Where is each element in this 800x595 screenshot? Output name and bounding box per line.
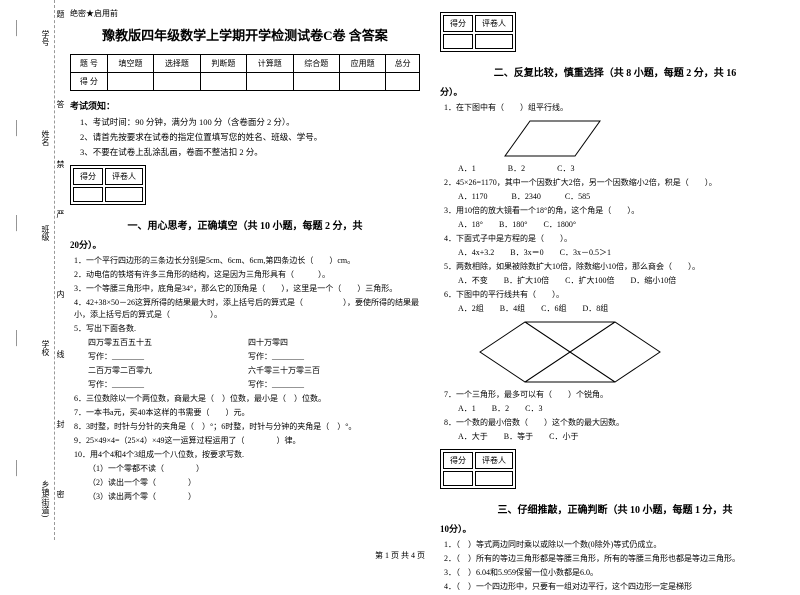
field-id[interactable]: ____ — [15, 20, 24, 36]
label-class: 班级 — [40, 225, 51, 241]
th-total: 总分 — [386, 55, 420, 73]
seal-char-6: 线 — [55, 350, 66, 358]
grader-label: 评卷人 — [105, 168, 143, 185]
page-footer: 第 1 页 共 4 页 — [0, 550, 800, 561]
seal-char-1: 题 — [55, 10, 66, 18]
q2-6-opts: A．2组 B．4组 C．6组 D．8组 — [458, 303, 790, 315]
q1-5: 5．写出下面各数. — [74, 323, 420, 335]
q1-5c: 二百万零二百零九 — [88, 365, 248, 377]
grader-box-2: 得分 评卷人 — [440, 12, 516, 52]
th-judge: 判断题 — [200, 55, 246, 73]
section2-title2: 分）。 — [440, 85, 790, 98]
q1-4: 4．42+38×50－26这算所得的结果最大时，添上括号后的算式是（ ），要使所… — [74, 297, 420, 321]
score-label: 得分 — [73, 168, 103, 185]
grader-box-1: 得分 评卷人 — [70, 165, 146, 205]
seal-char-7: 封 — [55, 420, 66, 428]
q2-4: 4．下面式子中是方程的是（ ）。 — [444, 233, 790, 245]
section1-title2: 20分）。 — [70, 238, 420, 251]
section2-title: 二、反复比较，慎重选择（共 8 小题，每题 2 分，共 16 — [440, 64, 790, 79]
label-town: 乡镇(街道) — [40, 480, 51, 517]
secret-label: 绝密★启用前 — [70, 8, 420, 19]
section3-title: 三、仔细推敲，正确判断（共 10 小题，每题 1 分，共 — [440, 501, 790, 516]
q1-10: 10．用4个4和4个3组成一个八位数，按要求写数. — [74, 449, 420, 461]
q2-5: 5．两数相除，如果被除数扩大10倍，除数缩小10倍，那么商会（ ）。 — [444, 261, 790, 273]
q2-7-opts: A．1 B．2 C．3 — [458, 403, 790, 415]
th-fill: 填空题 — [107, 55, 153, 73]
notice-2: 2、请首先按要求在试卷的指定位置填写您的姓名、班级、学号。 — [80, 131, 420, 143]
field-school[interactable]: ____ — [15, 330, 24, 346]
q2-5-opts: A．不变 B．扩大10倍 C．扩大100倍 D．缩小10倍 — [458, 275, 790, 287]
th-calc: 计算题 — [247, 55, 293, 73]
q1-8: 8．3时整，时针与分针的夹角是（ ）°；6时整，时针与分钟的夹角是（ ）°。 — [74, 421, 420, 433]
q1-5dw: 写作：________ — [248, 379, 304, 391]
q1-9: 9．25×49×4=（25×4）×49这一运算过程运用了（ ）律。 — [74, 435, 420, 447]
label-school: 学校 — [40, 340, 51, 356]
binding-sidebar: 学号 ____ 姓名 ____ 班级 ____ 学校 ____ 乡镇(街道) _… — [0, 0, 55, 540]
q2-2-opts: A．1170 B．2340 C．585 — [458, 191, 790, 203]
q3-4: 4．（ ）一个四边形中，只要有一组对边平行，这个四边形一定是梯形 — [444, 581, 790, 593]
q1-1: 1．一个平行四边形的三条边长分别是5cm、6cm、6cm,第四条边长（ ）cm。 — [74, 255, 420, 267]
seal-char-3: 禁 — [55, 160, 66, 168]
parallelogram-figure — [500, 116, 610, 161]
label-name: 姓名 — [40, 130, 51, 146]
field-class[interactable]: ____ — [15, 215, 24, 231]
seal-char-8: 密 — [55, 490, 66, 498]
q3-3: 3．（ ）6.04和5.959保留一位小数都是6.0。 — [444, 567, 790, 579]
section3-title2: 10分）。 — [440, 522, 790, 535]
right-column: 得分 评卷人 二、反复比较，慎重选择（共 8 小题，每题 2 分，共 16 分）… — [440, 8, 790, 595]
q1-5a: 四万零五百五十五 — [88, 337, 248, 349]
th-num: 题 号 — [71, 55, 108, 73]
q2-3: 3．用10倍的放大镜看一个18°的角，这个角是（ ）。 — [444, 205, 790, 217]
q2-1: 1．在下图中有（ ）组平行线。 — [444, 102, 790, 114]
field-town[interactable]: ____ — [15, 460, 24, 476]
q2-8-opts: A．大于 B．等于 C．小于 — [458, 431, 790, 443]
exam-title: 豫教版四年级数学上学期开学检测试卷C卷 含答案 — [70, 25, 420, 44]
q2-4-opts: A．4x+3.2 B．3x＝0 C．3x－0.5＞1 — [458, 247, 790, 259]
q1-5cw: 写作：________ — [88, 379, 248, 391]
seal-char-5: 内 — [55, 290, 66, 298]
q2-8: 8．一个数的最小倍数（ ）这个数的最大因数。 — [444, 417, 790, 429]
notice-3: 3、不要在试卷上乱涂乱画，卷面不整洁扣 2 分。 — [80, 146, 420, 158]
q1-5bw: 写作：________ — [248, 351, 304, 363]
q2-7: 7．一个三角形，最多可以有（ ）个锐角。 — [444, 389, 790, 401]
q1-10-3: （3）读出两个零（ ） — [88, 491, 420, 503]
q2-3-opts: A．18° B．180° C．1800° — [458, 219, 790, 231]
table-row: 题 号 填空题 选择题 判断题 计算题 综合题 应用题 总分 — [71, 55, 420, 73]
q1-5b: 四十万零四 — [248, 337, 288, 349]
field-name[interactable]: ____ — [15, 120, 24, 136]
th-comp: 综合题 — [293, 55, 339, 73]
diamond-grid-figure — [470, 317, 670, 387]
table-row: 得 分 — [71, 73, 420, 91]
q2-6: 6．下图中的平行线共有（ ）。 — [444, 289, 790, 301]
label-id: 学号 — [40, 30, 51, 46]
score-summary-table: 题 号 填空题 选择题 判断题 计算题 综合题 应用题 总分 得 分 — [70, 54, 420, 91]
row-label: 得 分 — [71, 73, 108, 91]
main-content: 绝密★启用前 豫教版四年级数学上学期开学检测试卷C卷 含答案 题 号 填空题 选… — [70, 8, 790, 595]
q1-10-1: （1）一个零都不读（ ） — [88, 463, 420, 475]
q2-1-opts: A．1 B．2 C．3 — [458, 163, 790, 175]
notice-head: 考试须知： — [70, 99, 420, 112]
th-apply: 应用题 — [339, 55, 385, 73]
q1-3: 3．一个等腰三角形中，底角是34°，那么它的顶角是（ ），这里是一个（ ）三角形… — [74, 283, 420, 295]
section1-title: 一、用心思考，正确填空（共 10 小题，每题 2 分，共 — [70, 217, 420, 232]
q2-2: 2．45×26=1170，其中一个因数扩大2倍，另一个因数缩小2倍，积是（ ）。 — [444, 177, 790, 189]
q1-7: 7．一本书a元，买40本这样的书需要（ ）元。 — [74, 407, 420, 419]
th-choice: 选择题 — [154, 55, 200, 73]
q1-6: 6．三位数除以一个两位数，商最大是（ ）位数，最小是（ ）位数。 — [74, 393, 420, 405]
q1-5d: 六千零三十万零三百 — [248, 365, 320, 377]
q1-10-2: （2）读出一个零（ ） — [88, 477, 420, 489]
notice-1: 1、考试时间：90 分钟，满分为 100 分（含卷面分 2 分）。 — [80, 116, 420, 128]
seal-char-2: 答 — [55, 100, 66, 108]
seal-char-4: 严 — [55, 210, 66, 218]
left-column: 绝密★启用前 豫教版四年级数学上学期开学检测试卷C卷 含答案 题 号 填空题 选… — [70, 8, 420, 595]
q1-2: 2．动电信的铁塔有许多三角形的结构，这是因为三角形具有（ ）。 — [74, 269, 420, 281]
q1-5aw: 写作：________ — [88, 351, 248, 363]
grader-box-3: 得分 评卷人 — [440, 449, 516, 489]
